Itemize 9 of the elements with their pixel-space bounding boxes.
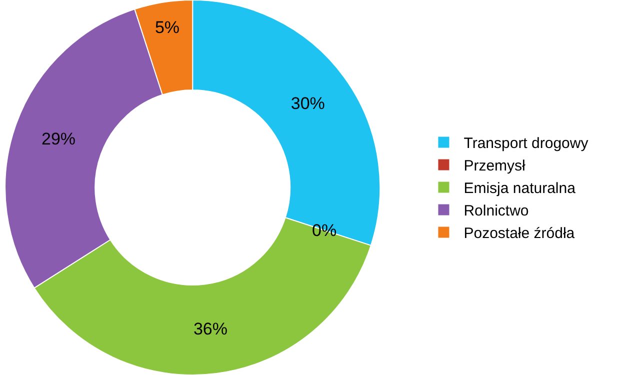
legend-label: Transport drogowy bbox=[464, 135, 589, 152]
data-label: 29% bbox=[42, 130, 76, 149]
data-label: 36% bbox=[193, 319, 228, 338]
data-label: 5% bbox=[154, 18, 180, 37]
legend-label: Rolnictwo bbox=[464, 202, 529, 220]
data-label: 30% bbox=[290, 94, 325, 114]
legend-label: Emisja naturalna bbox=[464, 180, 576, 198]
legend-label: Przemysł bbox=[464, 158, 526, 175]
legend-label: Pozostałe źródła bbox=[464, 225, 576, 242]
